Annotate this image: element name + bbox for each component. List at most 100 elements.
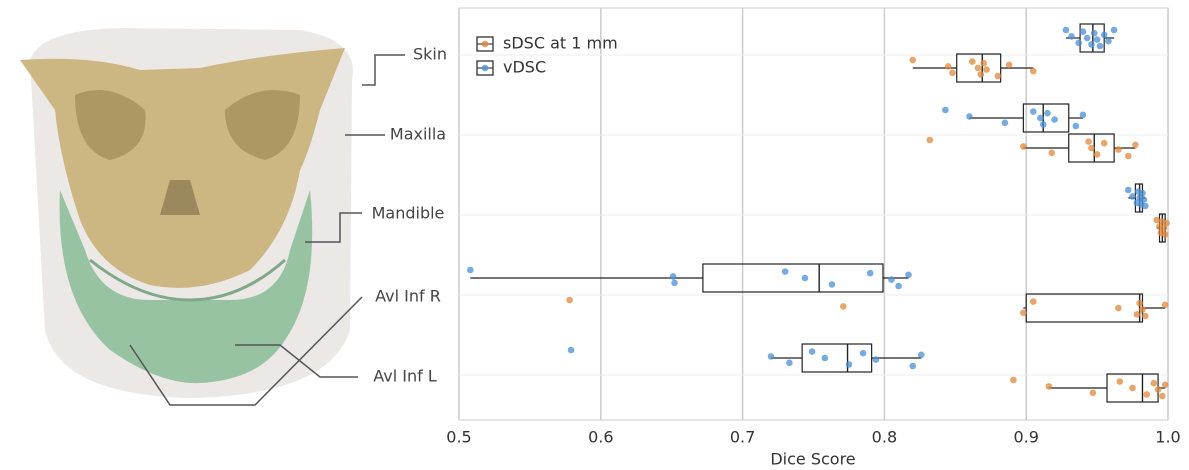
- data-point: [1037, 114, 1044, 122]
- data-point: [1088, 41, 1095, 48]
- data-point: [1110, 26, 1118, 34]
- data-point: [1161, 231, 1169, 238]
- leader-lines: [129, 54, 405, 406]
- data-point: [669, 273, 677, 280]
- structure-label: Avl Inf R: [375, 287, 441, 306]
- data-point: [1163, 219, 1170, 227]
- data-point: [944, 63, 952, 70]
- data-point: [859, 349, 867, 357]
- data-point: [1161, 381, 1169, 389]
- data-point: [1143, 391, 1151, 398]
- x-tick-label: 0.5: [446, 428, 471, 447]
- data-point: [1072, 122, 1080, 130]
- data-point: [1140, 196, 1148, 203]
- data-point: [1136, 299, 1143, 307]
- data-point: [983, 66, 990, 73]
- data-point: [808, 348, 816, 355]
- x-tick-label: 0.7: [730, 428, 755, 447]
- data-point: [839, 303, 847, 310]
- data-point: [567, 346, 575, 354]
- x-tick-label: 0.9: [1013, 428, 1038, 447]
- x-tick-label: 0.8: [872, 428, 897, 447]
- data-point: [1159, 392, 1166, 400]
- data-point: [942, 106, 949, 114]
- data-point: [1079, 111, 1087, 119]
- data-point: [905, 271, 912, 279]
- box: [1022, 103, 1070, 133]
- data-point: [786, 359, 793, 367]
- data-point: [1139, 189, 1146, 197]
- data-point: [1161, 301, 1169, 309]
- plot-frame: [458, 7, 1169, 421]
- data-point: [917, 351, 925, 359]
- data-point: [781, 268, 789, 275]
- data-point: [969, 58, 976, 65]
- data-point: [767, 353, 775, 360]
- data-point: [671, 279, 678, 287]
- data-point: [467, 266, 474, 274]
- structure-label: Avl Inf L: [373, 367, 437, 386]
- legend-label: vDSC: [503, 58, 546, 77]
- data-point: [1029, 298, 1037, 305]
- data-point: [821, 354, 829, 362]
- box: [801, 343, 873, 373]
- data-point: [1051, 116, 1058, 123]
- data-point: [1093, 36, 1101, 43]
- data-point: [1116, 378, 1124, 385]
- data-point: [1105, 37, 1112, 45]
- data-point: [1083, 34, 1091, 42]
- data-point: [1100, 31, 1108, 39]
- data-point: [1029, 67, 1037, 75]
- legend-swatch-dot: [481, 64, 489, 72]
- data-point: [1153, 216, 1160, 224]
- data-point: [1093, 151, 1101, 158]
- data-point: [1124, 186, 1132, 194]
- x-tick-label: 0.6: [588, 428, 613, 447]
- data-point: [566, 296, 573, 304]
- data-point: [966, 113, 973, 120]
- anatomy-render: [20, 28, 353, 398]
- data-point: [926, 136, 934, 144]
- data-point: [974, 64, 982, 72]
- data-point: [1048, 149, 1056, 157]
- data-point: [1090, 29, 1098, 37]
- data-point: [1142, 202, 1149, 210]
- data-point: [1096, 42, 1104, 50]
- data-point: [1085, 138, 1092, 145]
- data-point: [1139, 306, 1146, 313]
- data-point: [1154, 386, 1162, 393]
- data-point: [1044, 109, 1051, 117]
- data-point: [828, 281, 836, 288]
- structure-label: Skin: [413, 45, 447, 64]
- data-point: [1010, 376, 1017, 384]
- data-point: [1020, 143, 1027, 150]
- legend-swatch-dot: [481, 40, 489, 48]
- data-point: [1001, 119, 1009, 127]
- data-point: [1005, 61, 1013, 69]
- box: [1068, 133, 1115, 163]
- data-point: [909, 56, 917, 64]
- data-point: [895, 282, 902, 290]
- data-point: [1129, 193, 1136, 200]
- data-point: [888, 276, 895, 283]
- data-point: [994, 72, 1002, 80]
- data-point: [1075, 39, 1082, 47]
- box: [702, 263, 884, 293]
- data-point: [1068, 33, 1075, 40]
- data-point: [866, 269, 874, 277]
- data-point: [1133, 311, 1141, 318]
- data-point: [1062, 26, 1070, 34]
- data-point: [1129, 384, 1136, 392]
- data-point: [1045, 383, 1053, 390]
- data-point: [1150, 379, 1158, 387]
- data-point: [909, 362, 917, 370]
- x-axis-title: Dice Score: [770, 450, 855, 469]
- data-point: [1039, 121, 1047, 128]
- data-point: [872, 356, 880, 363]
- data-point: [1029, 108, 1037, 115]
- data-point: [1115, 304, 1122, 312]
- data-point: [1142, 312, 1149, 320]
- data-point: [1088, 144, 1095, 152]
- data-point: [980, 59, 987, 67]
